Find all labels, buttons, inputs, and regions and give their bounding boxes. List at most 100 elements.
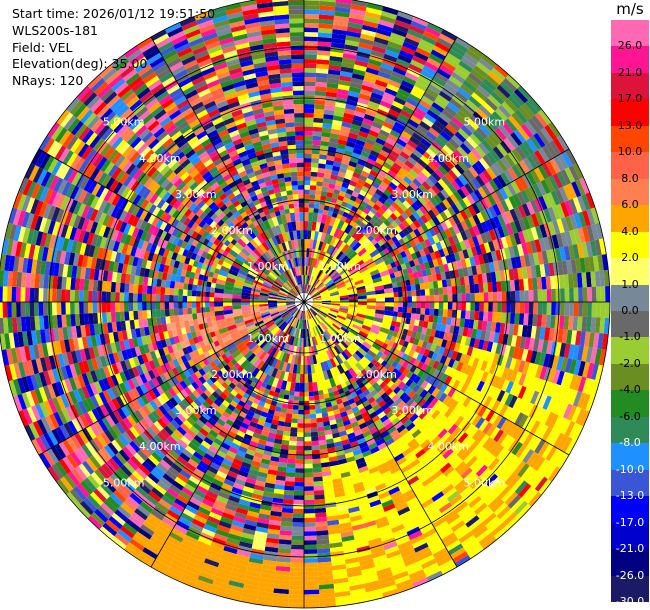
range-gate [534, 150, 546, 165]
range-gate [304, 180, 311, 186]
range-gate [504, 118, 518, 133]
range-gate [463, 239, 471, 250]
range-gate [521, 325, 528, 338]
range-gate [313, 113, 324, 119]
range-gate [344, 277, 354, 284]
range-gate [447, 236, 456, 246]
range-gate [412, 55, 427, 66]
range-gate [308, 266, 312, 276]
range-gate [402, 41, 418, 52]
range-gate [337, 209, 345, 216]
range-gate [355, 197, 363, 205]
range-gate [367, 235, 375, 242]
range-gate [573, 213, 583, 229]
range-gate [556, 218, 565, 234]
range-gate [322, 182, 330, 188]
range-gate [391, 146, 402, 155]
range-gate [409, 181, 419, 191]
range-gate [584, 331, 591, 348]
range-gate [530, 213, 540, 227]
range-gate [311, 158, 320, 164]
range-gate [363, 142, 374, 150]
range-gate [442, 247, 450, 257]
range-gate [517, 324, 524, 337]
range-gate [364, 315, 375, 321]
range-gate [470, 347, 478, 358]
range-gate [329, 55, 343, 62]
range-gate [322, 223, 329, 234]
range-gate [451, 309, 457, 318]
range-gate [410, 89, 424, 100]
range-gate [500, 312, 507, 324]
range-gate [493, 88, 508, 102]
range-gate [340, 66, 354, 74]
range-gate [426, 22, 443, 34]
range-gate [505, 312, 511, 324]
range-gate [345, 188, 354, 196]
range-gate [468, 166, 479, 178]
range-gate [327, 73, 340, 80]
range-gate [404, 261, 411, 269]
range-gate [587, 286, 592, 302]
range-gate [436, 223, 445, 233]
range-gate [325, 91, 338, 98]
range-gate [409, 230, 417, 239]
range-gate [356, 285, 366, 291]
range-gate [586, 225, 595, 242]
range-gate [515, 256, 522, 269]
range-gate [318, 18, 334, 25]
range-gate [318, 285, 326, 292]
range-gate [339, 130, 350, 137]
range-gate [535, 326, 542, 340]
range-gate [415, 264, 422, 272]
range-gate [361, 122, 372, 130]
range-gate [284, 485, 295, 491]
range-gate [446, 317, 452, 326]
range-gate [388, 257, 395, 264]
range-gate [310, 431, 319, 437]
range-gate [370, 232, 378, 239]
range-gate [288, 589, 304, 595]
range-gate [530, 326, 537, 339]
range-gate [333, 249, 341, 259]
range-gate [380, 243, 387, 251]
range-gate [524, 100, 539, 116]
range-gate [339, 297, 349, 301]
range-gate [378, 104, 390, 113]
range-gate [456, 64, 471, 77]
range-gate [317, 270, 324, 280]
range-gate [368, 154, 378, 162]
range-gate [310, 427, 318, 433]
range-gate [598, 349, 607, 366]
range-gate [365, 67, 380, 76]
range-gate [305, 284, 308, 294]
range-gate [481, 184, 492, 197]
range-gate [305, 284, 309, 294]
range-gate [343, 246, 353, 256]
range-gate [472, 235, 480, 247]
range-gate [459, 209, 469, 221]
range-gate [421, 193, 430, 203]
range-gate [474, 292, 480, 302]
range-gate [313, 279, 320, 288]
range-gate [464, 336, 472, 347]
range-gate [400, 179, 410, 189]
range-gate [379, 66, 393, 76]
range-gate [304, 126, 314, 132]
range-gate [471, 328, 478, 339]
range-gate [514, 313, 520, 325]
range-gate [383, 283, 393, 290]
range-gate [322, 209, 329, 216]
range-gate [323, 233, 330, 244]
range-gate [445, 141, 457, 153]
range-gate [304, 104, 315, 109]
range-gate [393, 96, 407, 106]
range-gate [465, 293, 471, 302]
range-gate [487, 282, 493, 293]
range-gate [419, 263, 426, 271]
range-gate [294, 472, 304, 478]
range-gate [532, 252, 540, 266]
range-gate [406, 97, 419, 108]
range-gate [397, 54, 412, 64]
range-gate [284, 422, 292, 428]
